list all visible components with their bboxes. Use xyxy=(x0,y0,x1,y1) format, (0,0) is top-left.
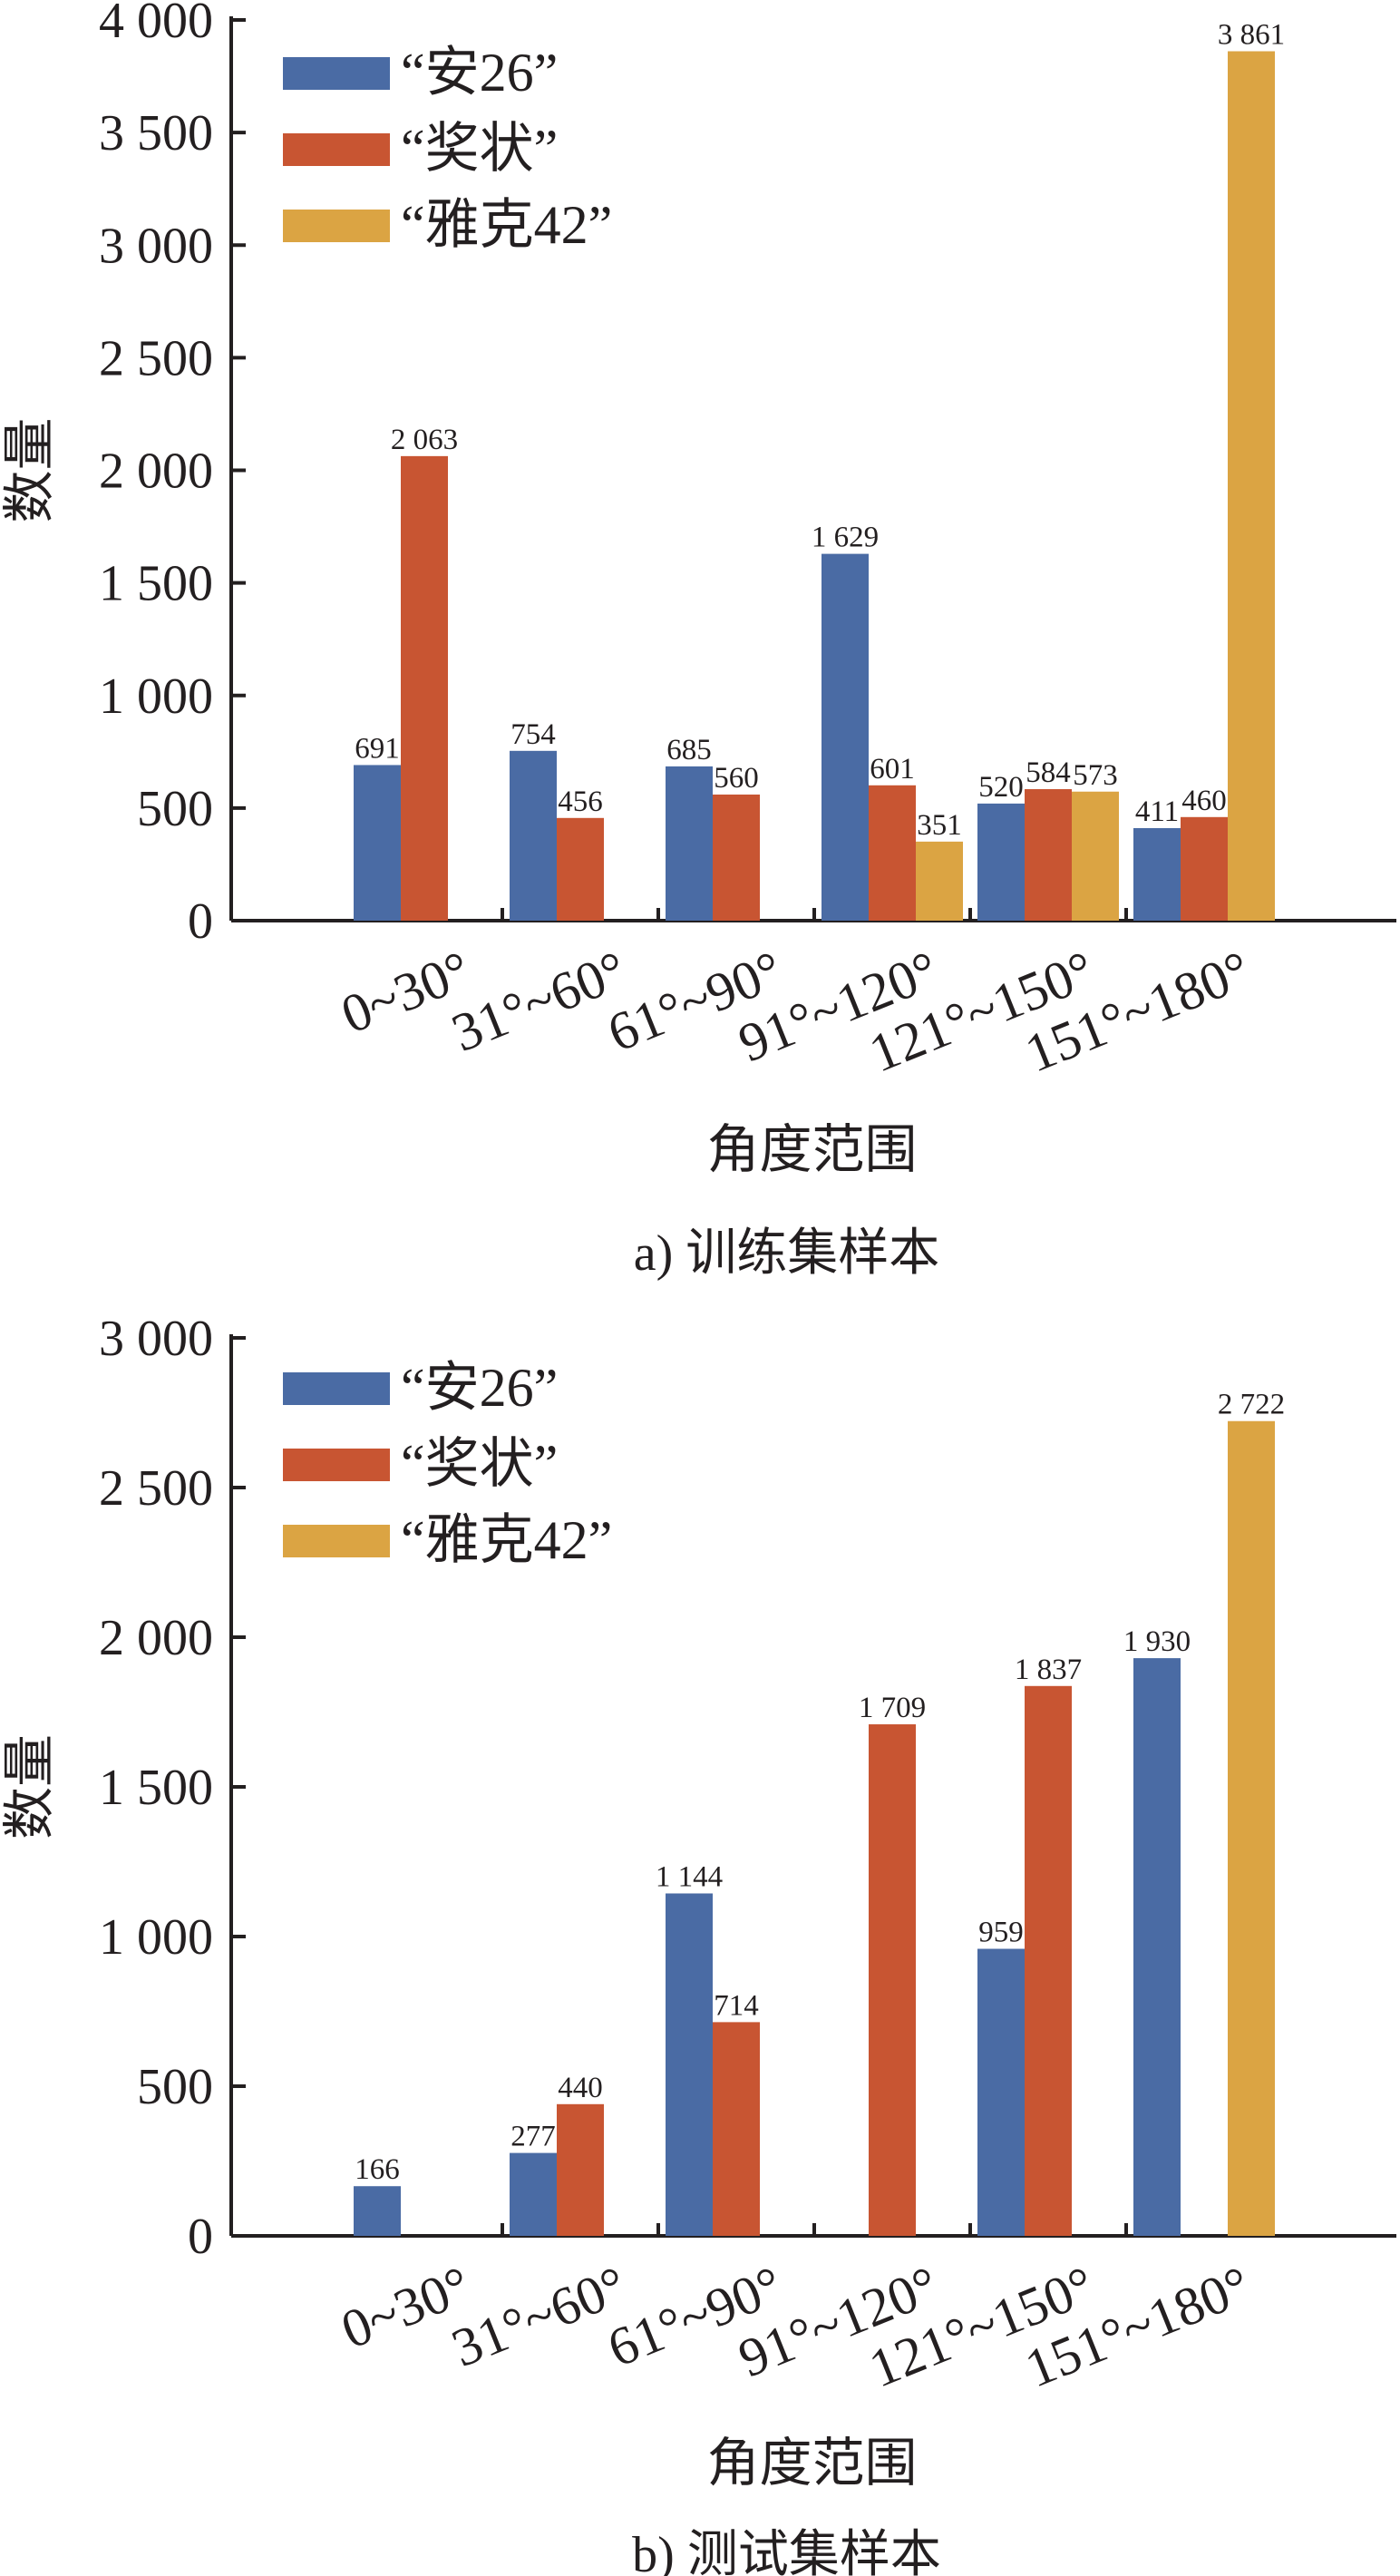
bar xyxy=(354,2186,401,2236)
legend-label: “安26” xyxy=(401,43,558,102)
bar xyxy=(510,750,557,921)
legend-swatch xyxy=(283,210,390,242)
bar xyxy=(666,1893,713,2236)
bar xyxy=(1228,1420,1275,2236)
bar xyxy=(354,765,401,921)
legend-swatch xyxy=(283,57,390,90)
legend-swatch xyxy=(283,133,390,166)
chart-panel-a: 0 500 1 000 1 500 2 000 2 500 3 000 3 500 4 000 6… xyxy=(0,0,1396,1282)
figure-caption: b) 测试集样本 xyxy=(632,2527,941,2576)
legend-swatch xyxy=(283,1372,390,1405)
y-tick-label: 2 500 xyxy=(99,330,213,386)
legend-label: “雅克42” xyxy=(401,195,612,255)
data-label: 351 xyxy=(917,809,962,842)
bar xyxy=(1025,1685,1072,2236)
data-label: 520 xyxy=(978,771,1024,804)
bar xyxy=(869,1724,916,2236)
bar xyxy=(666,766,713,921)
bar xyxy=(1228,51,1275,921)
data-label: 685 xyxy=(666,734,712,766)
data-label: 1 837 xyxy=(1015,1654,1082,1686)
y-tick-label: 2 000 xyxy=(99,1610,213,1666)
data-label: 166 xyxy=(355,2153,400,2186)
y-tick-label: 2 000 xyxy=(99,444,213,500)
legend-swatch xyxy=(283,1525,390,1557)
bar xyxy=(1133,1658,1181,2236)
y-tick-label: 1 500 xyxy=(99,1760,213,1816)
x-axis-title: 角度范围 xyxy=(706,2434,917,2493)
bar xyxy=(977,1948,1025,2236)
data-label: 1 629 xyxy=(812,522,879,554)
bar xyxy=(916,841,963,921)
bar xyxy=(557,2103,604,2236)
y-tick-label: 500 xyxy=(137,2059,213,2115)
data-label: 560 xyxy=(714,762,759,795)
data-label: 959 xyxy=(978,1917,1024,1949)
y-tick-label: 3 000 xyxy=(99,218,213,274)
data-label: 601 xyxy=(870,753,915,785)
legend-label: “安26” xyxy=(401,1358,558,1418)
x-axis-title: 角度范围 xyxy=(706,1120,917,1179)
legend-label: “奖状” xyxy=(401,119,558,179)
data-label: 2 063 xyxy=(391,424,458,456)
y-axis-title: 数量 xyxy=(0,417,59,522)
bar xyxy=(401,455,448,922)
y-tick-label: 4 000 xyxy=(99,0,213,49)
x-tick-label: 31°~60° xyxy=(443,940,635,1063)
bar xyxy=(1181,816,1228,921)
y-tick-label: 1 000 xyxy=(99,1909,213,1966)
y-tick-label: 0 xyxy=(188,2209,213,2265)
data-label: 440 xyxy=(558,2072,603,2104)
y-axis-title: 数量 xyxy=(0,1734,59,1839)
data-label: 584 xyxy=(1026,756,1071,789)
data-label: 1 930 xyxy=(1123,1625,1191,1658)
y-tick-label: 1 000 xyxy=(99,668,213,725)
legend: “安26” “奖状” “雅克42” xyxy=(283,1358,612,1570)
data-label: 1 709 xyxy=(859,1692,926,1724)
data-label: 456 xyxy=(558,785,603,818)
legend-swatch xyxy=(283,1449,390,1481)
data-label: 3 861 xyxy=(1218,19,1285,52)
bar xyxy=(869,785,916,921)
legend-label: “雅克42” xyxy=(401,1510,612,1570)
data-label: 754 xyxy=(510,718,556,751)
data-label: 2 722 xyxy=(1218,1389,1285,1421)
data-label: 460 xyxy=(1181,785,1227,817)
legend: “安26” “奖状” “雅克42” xyxy=(283,43,612,255)
data-label: 714 xyxy=(714,1989,759,2022)
bar xyxy=(713,794,760,921)
x-tick-label: 31°~60° xyxy=(443,2255,635,2378)
data-label: 691 xyxy=(355,732,400,765)
bar xyxy=(1133,827,1181,921)
bar xyxy=(510,2152,557,2236)
data-label: 411 xyxy=(1135,795,1179,828)
figure-caption: a) 训练集样本 xyxy=(634,1225,940,1282)
y-tick-label: 1 500 xyxy=(99,556,213,612)
y-tick-label: 3 000 xyxy=(99,1311,213,1367)
data-label: 1 144 xyxy=(656,1860,723,1893)
legend-label: “奖状” xyxy=(401,1434,558,1494)
y-tick-label: 500 xyxy=(137,781,213,837)
bar xyxy=(822,553,869,921)
bar xyxy=(1025,789,1072,921)
y-tick-label: 3 500 xyxy=(99,105,213,161)
bar xyxy=(977,803,1025,921)
bar xyxy=(1072,791,1119,921)
data-label: 573 xyxy=(1073,759,1118,792)
y-tick-label: 0 xyxy=(188,893,213,950)
bar xyxy=(557,817,604,921)
bar xyxy=(713,2022,760,2236)
y-tick-label: 2 500 xyxy=(99,1460,213,1517)
data-label: 277 xyxy=(510,2121,556,2153)
